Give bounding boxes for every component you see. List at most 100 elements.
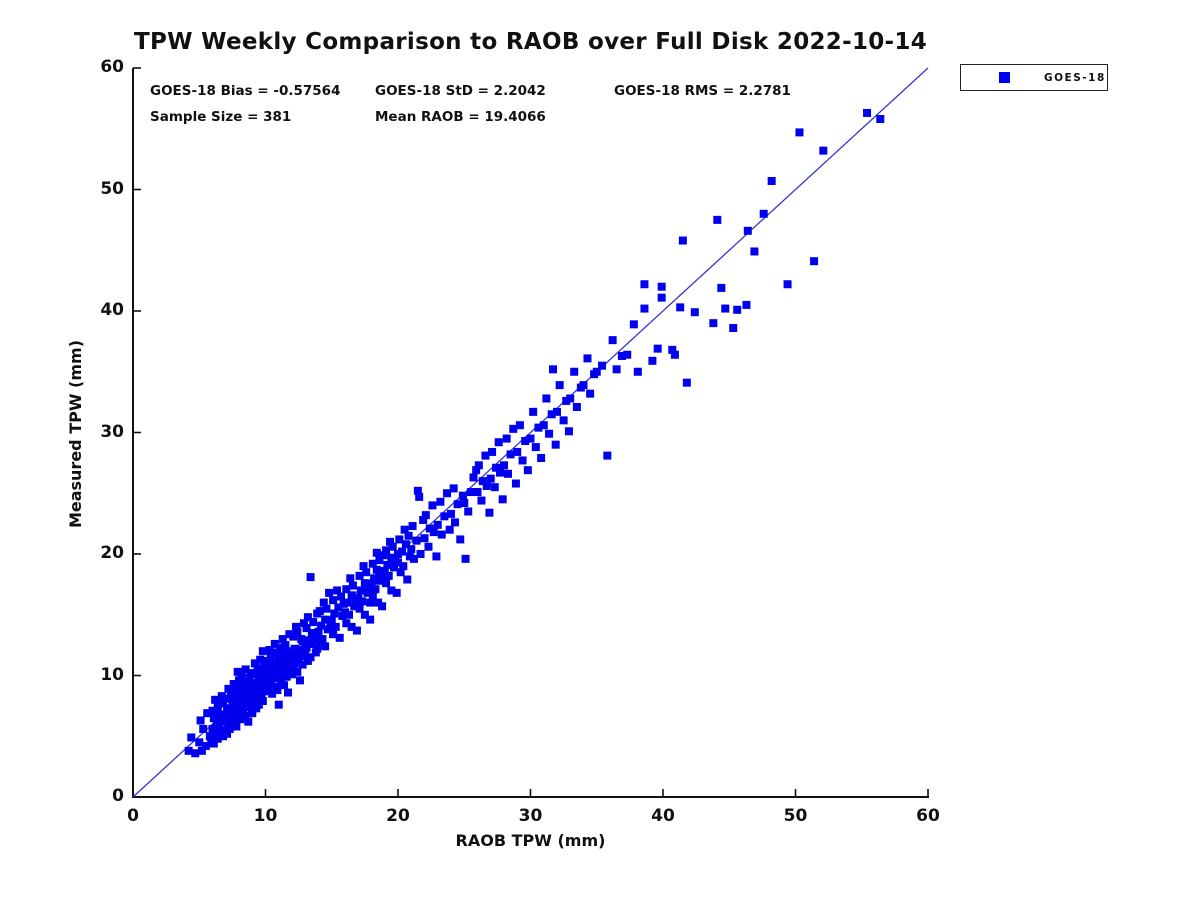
data-point-marker [633, 367, 642, 376]
data-point-marker [331, 622, 340, 631]
legend-label: GOES-18 [1044, 71, 1106, 84]
data-point-marker [258, 647, 267, 656]
data-point-marker [506, 450, 515, 459]
data-point-marker [362, 568, 371, 577]
data-point-marker [191, 749, 200, 758]
data-point-marker [408, 522, 417, 531]
data-point-marker [382, 579, 391, 588]
data-point-marker [269, 673, 278, 682]
data-point-marker [350, 602, 359, 611]
data-point-marker [310, 633, 319, 642]
data-point-marker [424, 542, 433, 551]
data-point-marker [559, 416, 568, 425]
data-point-marker [201, 741, 210, 750]
data-point-marker [466, 488, 475, 497]
data-point-marker [419, 515, 428, 524]
data-point-marker [409, 554, 418, 563]
data-point-marker [270, 639, 279, 648]
data-point-marker [187, 733, 196, 742]
data-point-marker [368, 591, 377, 600]
data-point-marker [537, 454, 546, 463]
data-point-marker [278, 667, 287, 676]
data-point-marker [249, 669, 258, 678]
data-point-marker [321, 615, 330, 624]
data-point-marker [498, 495, 507, 504]
data-point-marker [492, 463, 501, 472]
data-point-marker [629, 320, 638, 329]
data-point-marker [199, 724, 208, 733]
data-point-marker [586, 389, 595, 398]
data-point-marker [278, 635, 287, 644]
data-point-marker [273, 669, 282, 678]
data-point-marker [461, 554, 470, 563]
data-point-marker [237, 672, 246, 681]
data-point-marker [303, 613, 312, 622]
data-point-marker [257, 671, 266, 680]
y-tick-label: 50 [100, 178, 124, 199]
data-point-marker [579, 381, 588, 390]
data-point-marker [333, 586, 342, 595]
x-tick-label: 20 [386, 806, 410, 826]
data-point-marker [215, 710, 224, 719]
data-point-marker [250, 659, 259, 668]
data-point-marker [481, 451, 490, 460]
data-point-marker [329, 630, 338, 639]
data-point-marker [301, 649, 310, 658]
data-point-marker [360, 610, 369, 619]
data-point-marker [375, 556, 384, 565]
data-point-marker [327, 616, 336, 625]
data-point-marker [330, 609, 339, 618]
data-point-marker [545, 429, 554, 438]
data-point-marker [733, 305, 742, 314]
data-point-marker [401, 540, 410, 549]
data-point-marker [450, 518, 459, 527]
data-point-marker [428, 501, 437, 510]
data-point-marker [337, 592, 346, 601]
data-point-marker [523, 466, 532, 475]
data-point-marker [276, 643, 285, 652]
data-point-marker [213, 703, 222, 712]
data-point-marker [743, 226, 752, 235]
data-point-marker [583, 354, 592, 363]
data-point-marker [397, 547, 406, 556]
data-point-marker [380, 567, 389, 576]
data-point-marker [241, 711, 250, 720]
y-tick-label: 40 [100, 300, 124, 320]
data-point-marker [413, 486, 422, 495]
data-point-marker [213, 734, 222, 743]
data-point-marker [231, 717, 240, 726]
data-point-marker [392, 588, 401, 597]
data-point-marker [713, 215, 722, 224]
data-point-marker [473, 488, 482, 497]
data-point-marker [195, 738, 204, 747]
data-point-marker [485, 508, 494, 517]
data-point-marker [608, 336, 617, 345]
data-point-marker [415, 492, 424, 501]
data-point-marker [363, 588, 372, 597]
data-point-marker [440, 512, 449, 521]
data-point-marker [640, 304, 649, 313]
data-point-marker [437, 530, 446, 539]
data-point-marker [277, 675, 286, 684]
data-point-marker [266, 678, 275, 687]
data-point-marker [225, 724, 234, 733]
data-point-marker [598, 361, 607, 370]
data-point-marker [288, 653, 296, 662]
data-point-marker [863, 108, 872, 117]
stat-mean-raob: Mean RAOB = 19.4066 [375, 109, 546, 125]
data-point-marker [553, 407, 561, 416]
data-point-marker [433, 520, 442, 529]
data-point-marker [387, 586, 396, 595]
data-point-marker [273, 686, 282, 695]
data-point-marker [513, 447, 522, 456]
data-point-marker [648, 356, 657, 365]
x-tick-label: 40 [651, 806, 675, 826]
data-point-marker [399, 562, 408, 571]
data-point-marker [509, 424, 518, 433]
stat-sample-size: Sample Size = 381 [150, 109, 292, 125]
data-point-marker [432, 552, 441, 561]
data-point-marker [729, 324, 738, 333]
data-point-marker [379, 551, 388, 560]
data-point-marker [272, 648, 281, 657]
